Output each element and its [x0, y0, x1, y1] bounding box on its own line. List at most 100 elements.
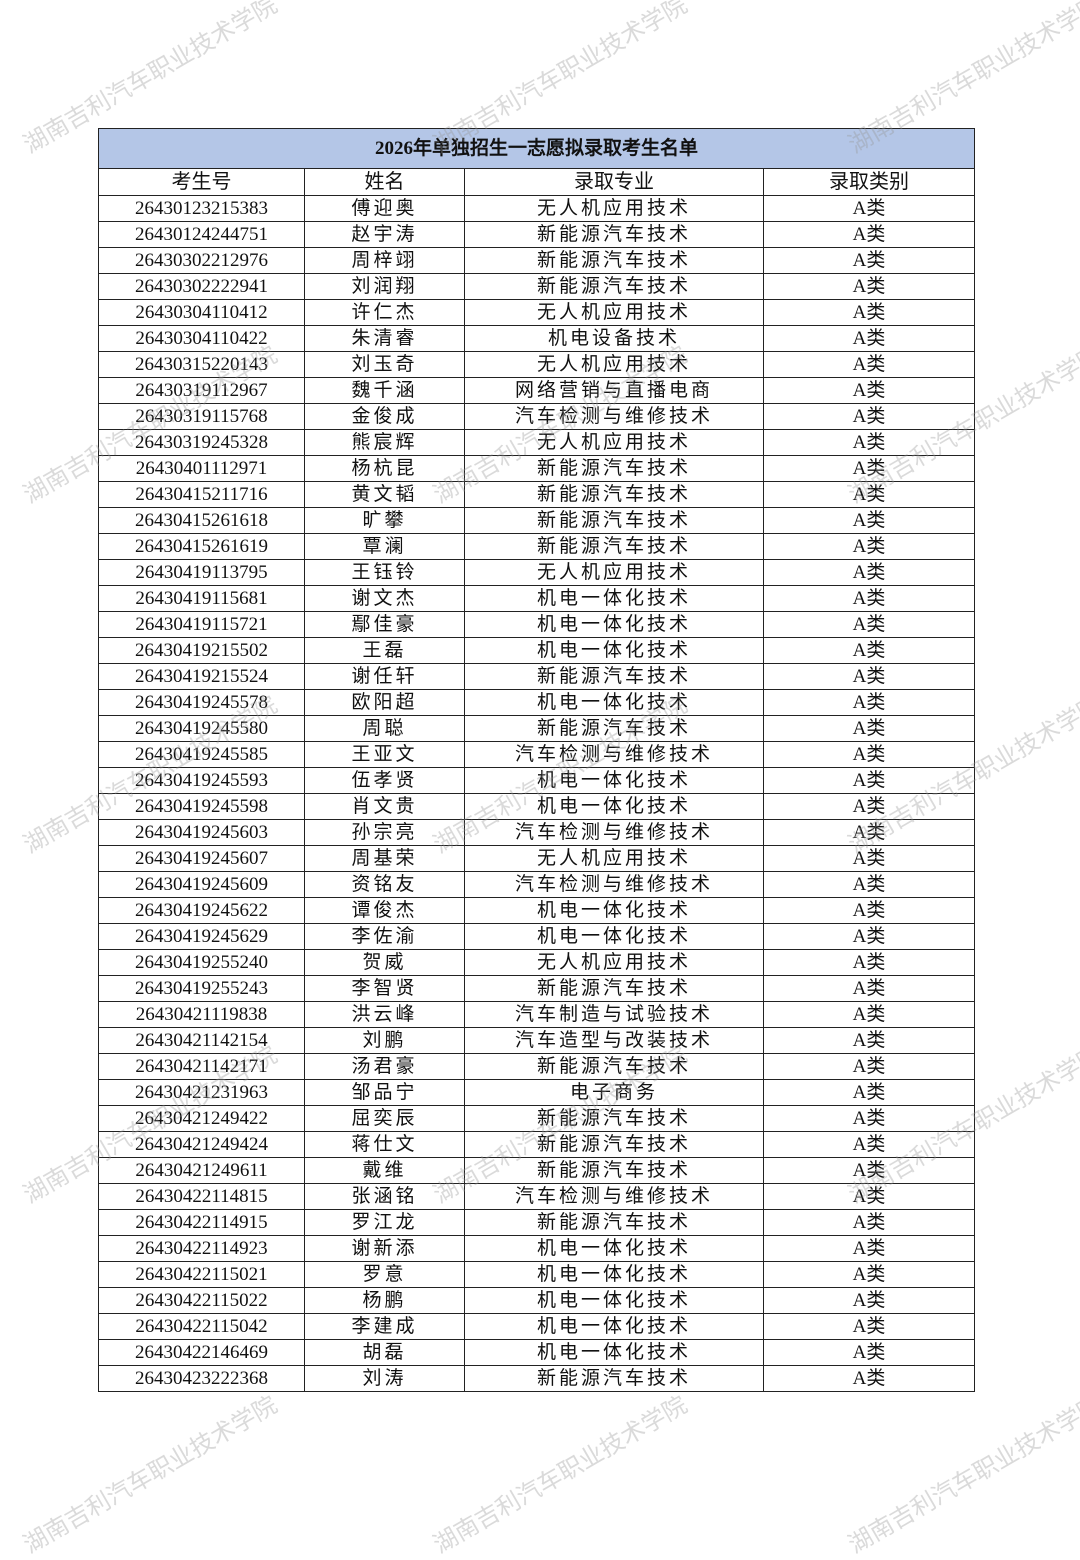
name-cell: 肖文贵 — [304, 793, 465, 820]
major-cell: 新能源汽车技术 — [464, 1209, 764, 1236]
name-cell: 胡磊 — [304, 1339, 465, 1366]
category-cell: A类 — [762, 949, 976, 976]
name-cell: 杨杭昆 — [304, 455, 465, 482]
major-cell: 无人机应用技术 — [464, 351, 764, 378]
major-cell: 机电一体化技术 — [464, 1339, 764, 1366]
table-row: 26430419245598 肖文贵 机电一体化技术 A类 — [98, 793, 976, 820]
name-cell: 周基荣 — [304, 845, 465, 872]
name-cell: 王磊 — [304, 637, 465, 664]
name-cell: 许仁杰 — [304, 299, 465, 326]
exam-id-cell: 26430419215502 — [98, 637, 305, 664]
exam-id-cell: 26430421249611 — [98, 1157, 305, 1184]
table-row: 26430421249424 蒋仕文 新能源汽车技术 A类 — [98, 1131, 976, 1158]
name-cell: 赵宇涛 — [304, 221, 465, 248]
major-cell: 机电一体化技术 — [464, 793, 764, 820]
name-cell: 王亚文 — [304, 741, 465, 768]
exam-id-cell: 26430419255240 — [98, 949, 305, 976]
category-cell: A类 — [762, 1183, 976, 1210]
exam-id-cell: 26430419245585 — [98, 741, 305, 768]
table-row: 26430123215383 傅迎奥 无人机应用技术 A类 — [98, 195, 976, 222]
major-cell: 新能源汽车技术 — [464, 533, 764, 560]
table-row: 26430319115768 金俊成 汽车检测与维修技术 A类 — [98, 403, 976, 430]
major-cell: 网络营销与直播电商 — [464, 377, 764, 404]
category-cell: A类 — [762, 585, 976, 612]
table-row: 26430415261619 覃澜 新能源汽车技术 A类 — [98, 533, 976, 560]
exam-id-cell: 26430421249424 — [98, 1131, 305, 1158]
category-cell: A类 — [762, 247, 976, 274]
major-cell: 机电一体化技术 — [464, 1235, 764, 1262]
header-category: 录取类别 — [762, 168, 976, 196]
category-cell: A类 — [762, 559, 976, 586]
major-cell: 无人机应用技术 — [464, 299, 764, 326]
category-cell: A类 — [762, 1313, 976, 1340]
exam-id-cell: 26430302212976 — [98, 247, 305, 274]
category-cell: A类 — [762, 351, 976, 378]
table-row: 26430419115721 鄢佳豪 机电一体化技术 A类 — [98, 611, 976, 638]
table-row: 26430304110412 许仁杰 无人机应用技术 A类 — [98, 299, 976, 326]
table-row: 26430423222368 刘涛 新能源汽车技术 A类 — [98, 1365, 976, 1392]
name-cell: 张涵铭 — [304, 1183, 465, 1210]
major-cell: 新能源汽车技术 — [464, 1131, 764, 1158]
category-cell: A类 — [762, 195, 976, 222]
exam-id-cell: 26430419115681 — [98, 585, 305, 612]
major-cell: 新能源汽车技术 — [464, 1157, 764, 1184]
major-cell: 汽车检测与维修技术 — [464, 1183, 764, 1210]
name-cell: 刘润翔 — [304, 273, 465, 300]
header-major: 录取专业 — [464, 168, 764, 196]
exam-id-cell: 26430423222368 — [98, 1365, 305, 1392]
major-cell: 机电一体化技术 — [464, 1313, 764, 1340]
major-cell: 新能源汽车技术 — [464, 247, 764, 274]
table-row: 26430419255240 贺威 无人机应用技术 A类 — [98, 949, 976, 976]
name-cell: 周聪 — [304, 715, 465, 742]
table-row: 26430422146469 胡磊 机电一体化技术 A类 — [98, 1339, 976, 1366]
category-cell: A类 — [762, 715, 976, 742]
category-cell: A类 — [762, 637, 976, 664]
name-cell: 谢任轩 — [304, 663, 465, 690]
admission-list-table: 2026年单独招生一志愿拟录取考生名单 考生号 姓名 录取专业 录取类别 264… — [97, 128, 976, 1392]
category-cell: A类 — [762, 845, 976, 872]
table-row: 26430422115022 杨鹏 机电一体化技术 A类 — [98, 1287, 976, 1314]
name-cell: 熊宸辉 — [304, 429, 465, 456]
table-row: 26430304110422 朱清睿 机电设备技术 A类 — [98, 325, 976, 352]
name-cell: 资铭友 — [304, 871, 465, 898]
name-cell: 旷攀 — [304, 507, 465, 534]
exam-id-cell: 26430302222941 — [98, 273, 305, 300]
major-cell: 新能源汽车技术 — [464, 507, 764, 534]
table-row: 26430422115042 李建成 机电一体化技术 A类 — [98, 1313, 976, 1340]
major-cell: 机电一体化技术 — [464, 923, 764, 950]
exam-id-cell: 26430419245578 — [98, 689, 305, 716]
category-cell: A类 — [762, 1079, 976, 1106]
exam-id-cell: 26430421231963 — [98, 1079, 305, 1106]
category-cell: A类 — [762, 897, 976, 924]
exam-id-cell: 26430415211716 — [98, 481, 305, 508]
exam-id-cell: 26430123215383 — [98, 195, 305, 222]
category-cell: A类 — [762, 1105, 976, 1132]
table-row: 26430419245629 李佐渝 机电一体化技术 A类 — [98, 923, 976, 950]
table-row: 26430422114915 罗江龙 新能源汽车技术 A类 — [98, 1209, 976, 1236]
category-cell: A类 — [762, 1339, 976, 1366]
category-cell: A类 — [762, 793, 976, 820]
table-row: 26430421119838 洪云峰 汽车制造与试验技术 A类 — [98, 1001, 976, 1028]
major-cell: 机电一体化技术 — [464, 637, 764, 664]
name-cell: 李佐渝 — [304, 923, 465, 950]
name-cell: 傅迎奥 — [304, 195, 465, 222]
table-row: 26430422114923 谢新添 机电一体化技术 A类 — [98, 1235, 976, 1262]
exam-id-cell: 26430419113795 — [98, 559, 305, 586]
major-cell: 新能源汽车技术 — [464, 1105, 764, 1132]
table-row: 26430319112967 魏千涵 网络营销与直播电商 A类 — [98, 377, 976, 404]
exam-id-cell: 26430421119838 — [98, 1001, 305, 1028]
table-row: 26430419245609 资铭友 汽车检测与维修技术 A类 — [98, 871, 976, 898]
major-cell: 机电设备技术 — [464, 325, 764, 352]
exam-id-cell: 26430421249422 — [98, 1105, 305, 1132]
category-cell: A类 — [762, 611, 976, 638]
name-cell: 鄢佳豪 — [304, 611, 465, 638]
category-cell: A类 — [762, 455, 976, 482]
watermark-text: 湖南吉利汽车职业技术学院 — [428, 1390, 692, 1559]
major-cell: 汽车造型与改装技术 — [464, 1027, 764, 1054]
table-row: 26430319245328 熊宸辉 无人机应用技术 A类 — [98, 429, 976, 456]
exam-id-cell: 26430419245593 — [98, 767, 305, 794]
exam-id-cell: 26430319112967 — [98, 377, 305, 404]
category-cell: A类 — [762, 429, 976, 456]
major-cell: 新能源汽车技术 — [464, 975, 764, 1002]
name-cell: 谢新添 — [304, 1235, 465, 1262]
